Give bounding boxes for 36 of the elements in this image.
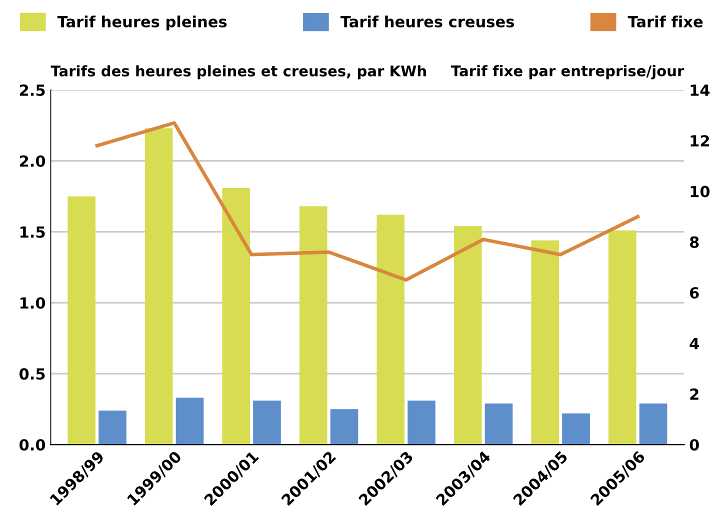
y2-tick-label: 10 [690,186,710,198]
bar [68,196,96,445]
line-series [95,121,640,282]
bar [639,403,668,445]
legend-label: Tarif heures pleines [57,16,227,30]
bar [608,230,636,445]
y2-axis-title: Tarif fixe par entreprise/jour [451,65,684,80]
y2-tick-label: 14 [690,84,710,96]
y-tick-label: 2.0 [20,155,46,167]
y-axis-title: Tarifs des heures pleines et creuses, par KWh [50,65,426,80]
bar [253,400,281,445]
bar [222,188,250,445]
bar [408,400,436,445]
y-tick-label: 1.5 [20,226,45,238]
y2-tick-label: 6 [690,287,699,299]
bar [176,398,204,445]
y-tick-label: 2.5 [20,84,45,96]
y2-tick-label: 4 [690,338,699,350]
y-tick-label: 0.5 [19,368,45,380]
y-tick-label: 1.0 [20,297,46,309]
bar [330,409,358,445]
y2-tick-label: 8 [690,236,699,248]
bar [299,206,328,445]
y-tick-label: 0.0 [19,439,46,451]
bar [376,214,405,445]
legend-label: Tarif heures creuses [340,16,514,28]
y2-tick-label: 0 [690,439,699,451]
bar [484,403,513,445]
y2-tick-label: 12 [690,135,709,146]
bar [562,413,590,445]
bar [98,410,126,445]
bar [454,226,482,445]
legend-label: Tarif fixe [628,16,703,28]
y2-tick-label: 2 [690,388,698,400]
bar [531,240,560,445]
bar [144,128,173,445]
